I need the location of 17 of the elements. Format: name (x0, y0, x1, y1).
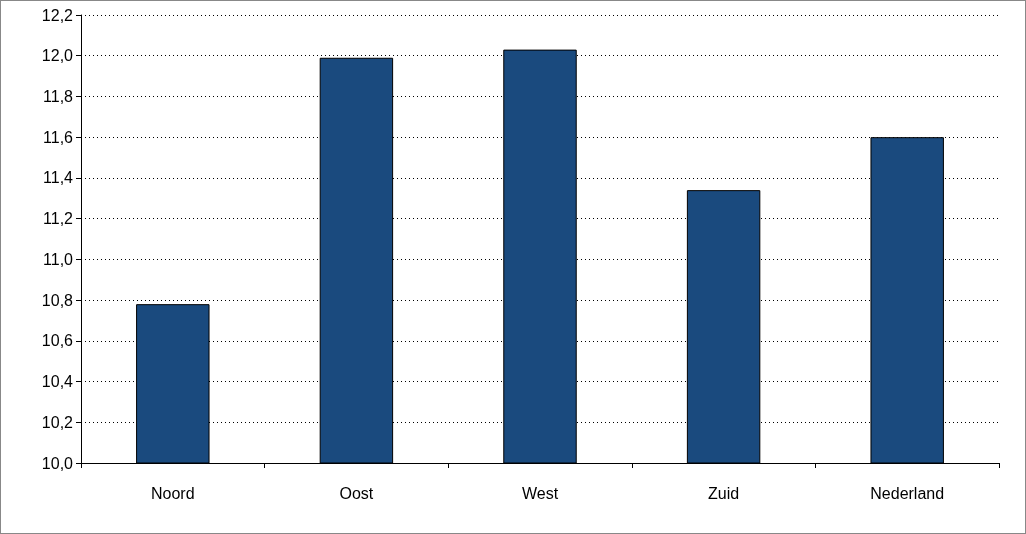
y-tick-label: 11,2 (43, 210, 74, 228)
y-tick-label: 11,8 (43, 87, 74, 105)
y-tick-label: 11,4 (43, 169, 74, 187)
y-tick-label: 10,2 (41, 413, 74, 431)
y-tick-label: 12,0 (41, 47, 74, 65)
x-tick-label: Zuid (708, 484, 740, 502)
x-tick-label: West (521, 484, 559, 502)
y-tick-label: 10,0 (41, 454, 74, 472)
x-tick-label: Oost (339, 484, 374, 502)
y-tick-label: 10,4 (41, 373, 74, 391)
y-tick-label: 11,0 (43, 250, 74, 268)
y-tick-label: 10,8 (41, 291, 74, 309)
y-tick-label: 11,6 (43, 128, 74, 146)
y-tick-label: 10,6 (41, 332, 74, 350)
x-tick-label: Nederland (870, 484, 945, 502)
y-tick-label: 12,2 (41, 6, 74, 24)
x-tick-label: Noord (151, 484, 195, 502)
